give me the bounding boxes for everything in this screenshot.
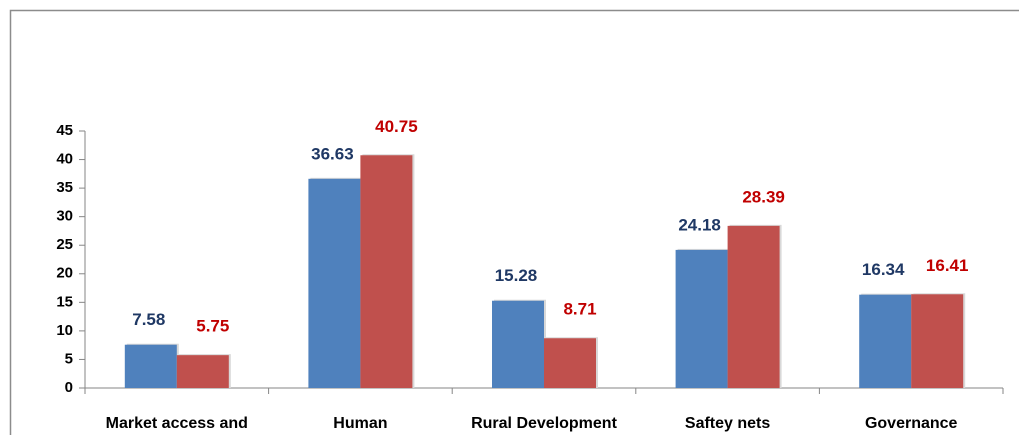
bar	[124, 344, 177, 388]
data-label: 15.28	[495, 266, 538, 285]
bar	[492, 300, 544, 388]
data-label: 7.58	[132, 310, 165, 329]
bar	[360, 155, 413, 388]
bar	[911, 294, 964, 388]
data-label: 8.71	[563, 300, 596, 319]
y-tick-label: 45	[56, 122, 73, 139]
bar	[544, 338, 596, 388]
bar	[675, 249, 728, 388]
x-tick-label: Market access and	[106, 415, 248, 432]
y-tick-label: 40	[56, 151, 73, 168]
y-tick-label: 5	[65, 350, 73, 367]
bar	[308, 178, 361, 388]
data-label: 16.41	[926, 256, 969, 275]
x-tick-label: Saftey nets	[685, 415, 770, 432]
y-tick-label: 15	[56, 293, 73, 310]
data-label: 28.39	[742, 187, 785, 206]
data-label: 5.75	[196, 317, 229, 336]
y-tick-label: 30	[56, 208, 73, 225]
y-tick-label: 0	[65, 379, 73, 396]
data-label: 24.18	[678, 215, 721, 234]
y-tick-label: 20	[56, 265, 73, 282]
y-tick-label: 35	[56, 179, 73, 196]
bar	[859, 294, 912, 388]
data-label: 40.75	[375, 117, 418, 136]
x-tick-label: Governance	[865, 415, 958, 432]
bar	[176, 355, 229, 388]
y-tick-label: 25	[56, 236, 73, 253]
data-label: 16.34	[862, 260, 905, 279]
y-tick-label: 10	[56, 322, 73, 339]
x-tick-label: Human	[333, 415, 387, 432]
x-tick-label: Rural Development	[471, 415, 617, 432]
bar	[727, 225, 780, 388]
data-label: 36.63	[311, 144, 354, 163]
